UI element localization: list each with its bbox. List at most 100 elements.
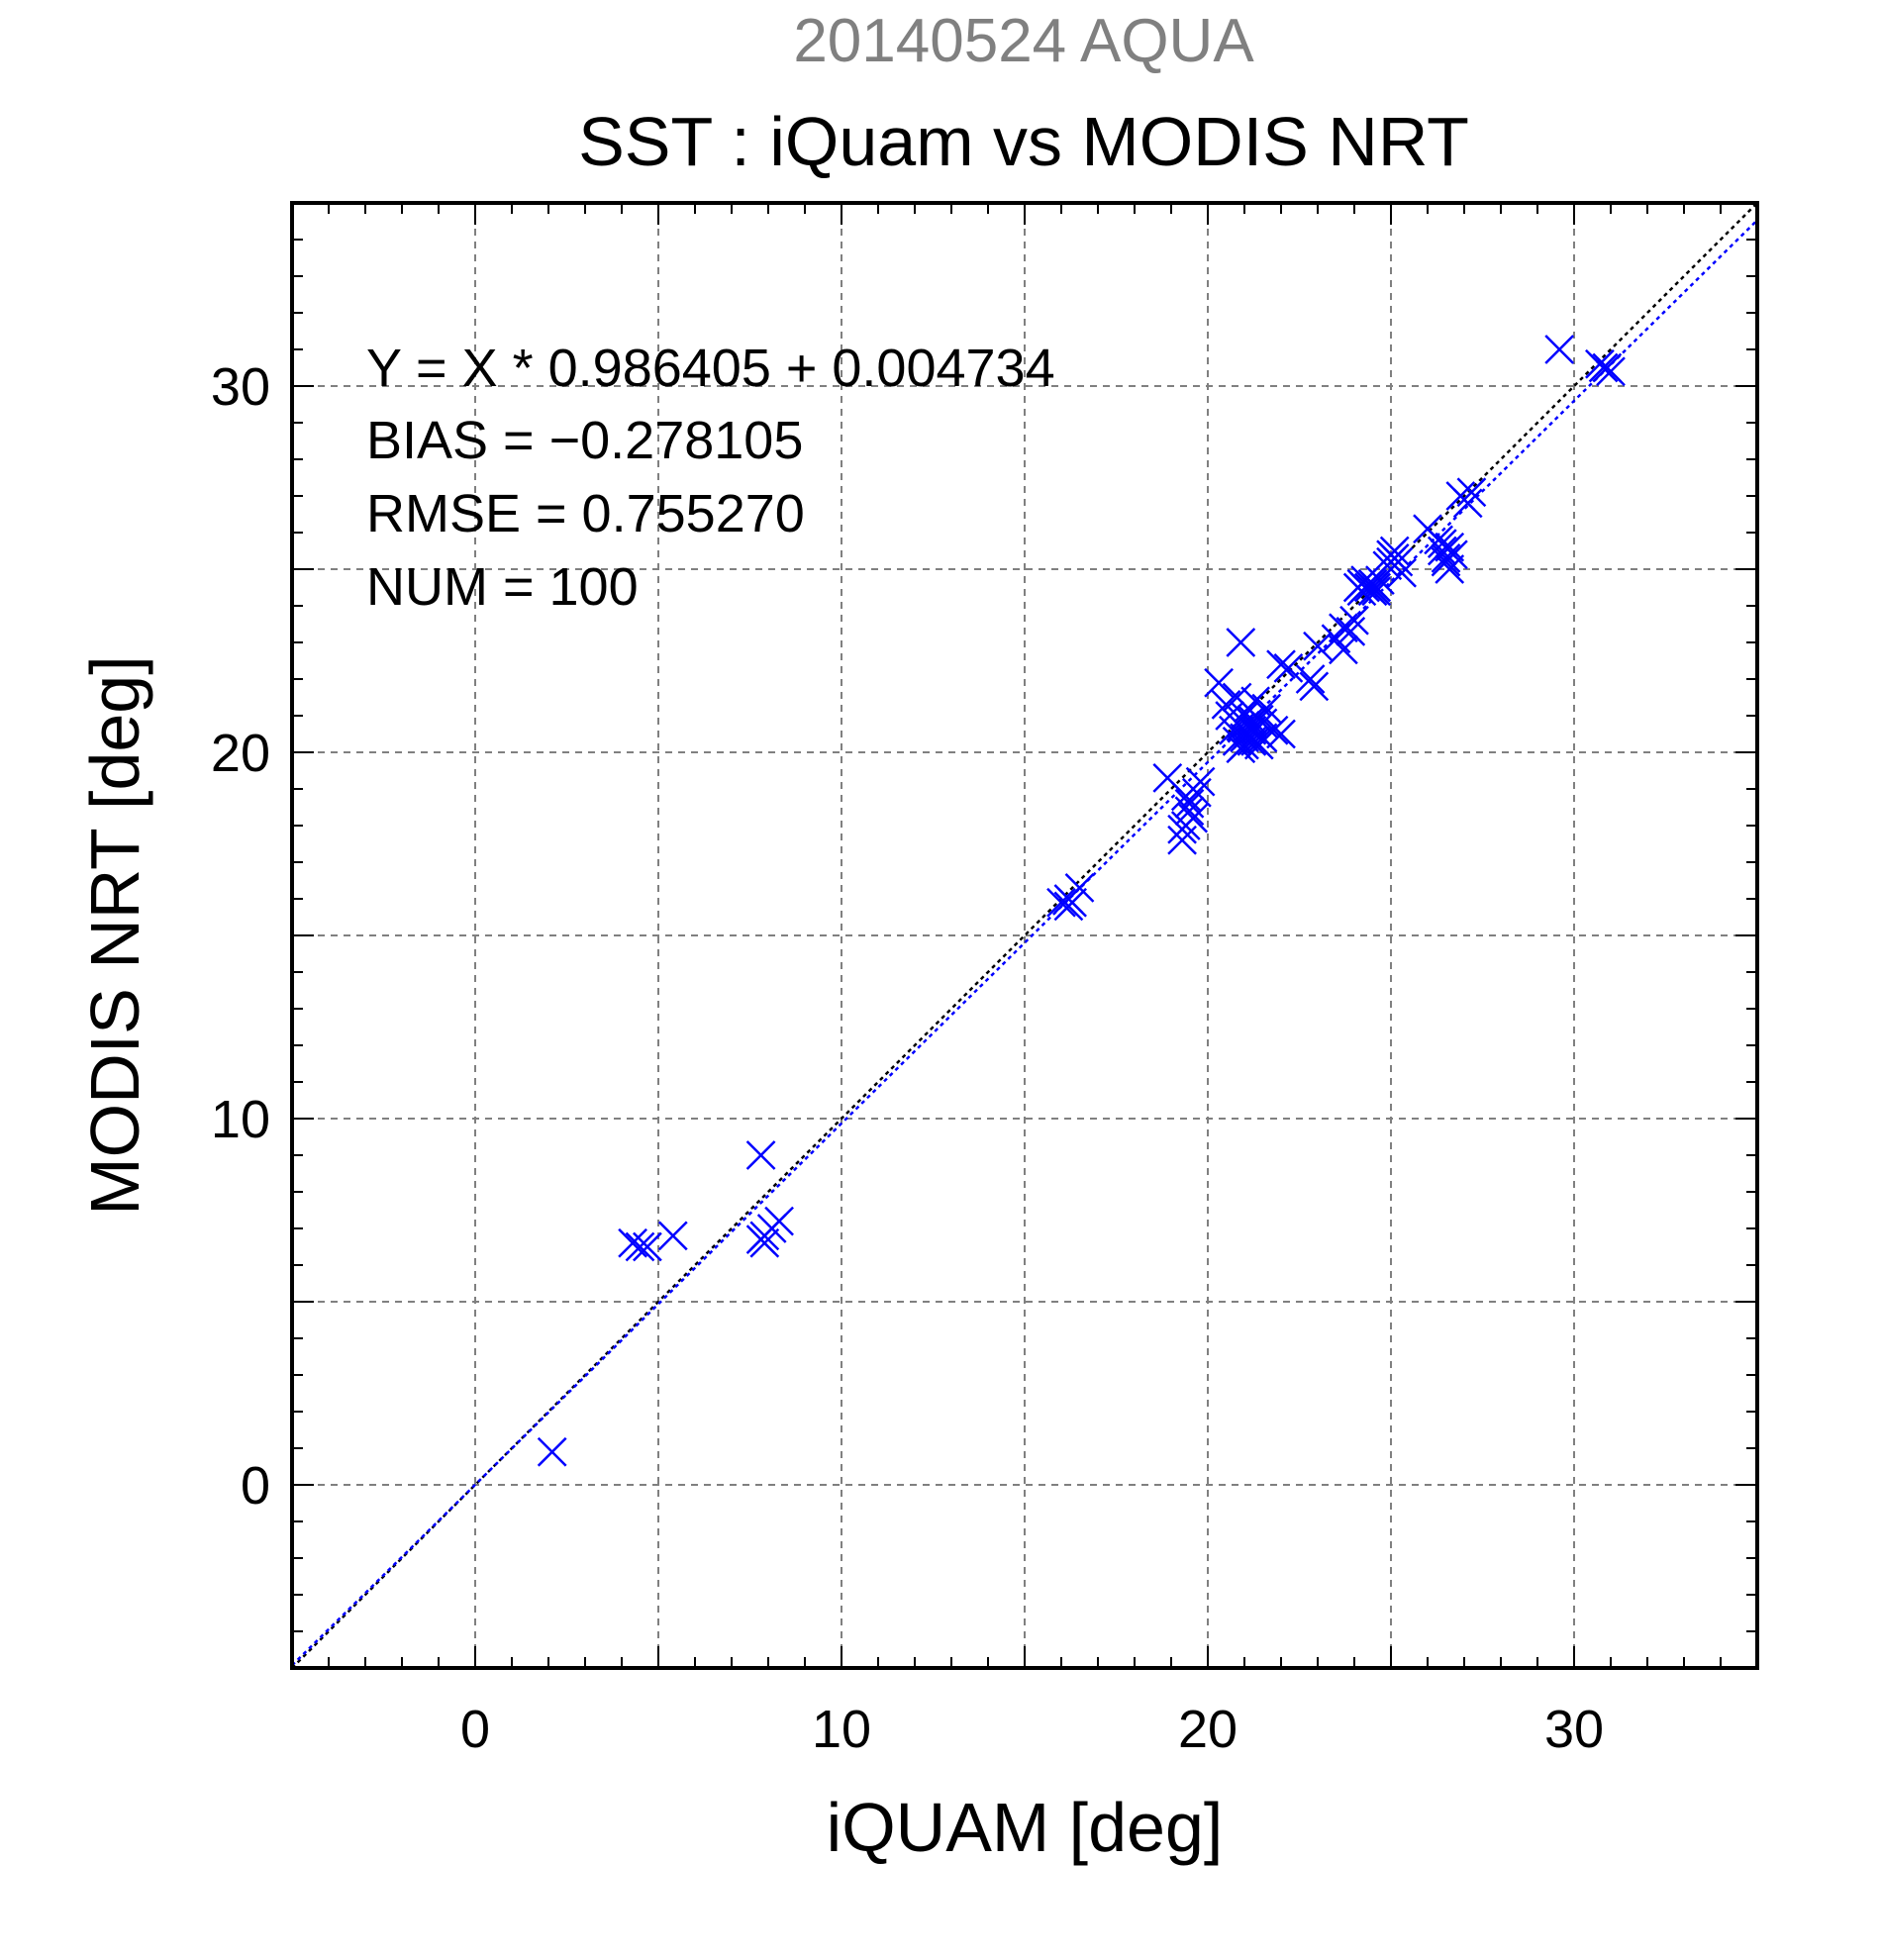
- data-point-stroke: [1456, 477, 1487, 508]
- data-point-stroke: [1152, 763, 1183, 793]
- data-point-stroke: [1431, 543, 1461, 573]
- identity-line: [292, 203, 1757, 1668]
- data-point-stroke: [1336, 617, 1366, 646]
- data-point-stroke: [1427, 536, 1457, 566]
- data-point: [749, 1221, 780, 1251]
- data-point: [745, 1140, 776, 1170]
- data-point: [1456, 477, 1487, 508]
- data-point: [1299, 671, 1330, 702]
- data-point: [1596, 356, 1626, 387]
- plot-frame: [290, 201, 1759, 1670]
- chart-title: SST : iQuam vs MODIS NRT: [578, 103, 1469, 180]
- y-tick-label: 0: [241, 1456, 270, 1516]
- data-point: [1053, 884, 1084, 914]
- data-point: [1452, 488, 1483, 519]
- data-point-stroke: [1237, 715, 1267, 745]
- stats-count: NUM = 100: [366, 557, 639, 617]
- data-point: [1427, 529, 1457, 558]
- data-point: [1046, 887, 1076, 918]
- data-point: [1266, 719, 1296, 749]
- data-point-stroke: [1329, 635, 1358, 665]
- data-point-stroke: [1174, 788, 1205, 819]
- data-point-stroke: [745, 1140, 776, 1170]
- x-tick-label: 0: [460, 1700, 490, 1759]
- data-point: [1237, 715, 1267, 745]
- data-point-stroke: [1226, 628, 1256, 657]
- data-point: [633, 1231, 662, 1262]
- data-point-stroke: [625, 1231, 655, 1262]
- data-point: [1339, 605, 1369, 636]
- data-point: [625, 1231, 655, 1262]
- data-point-stroke: [1185, 766, 1216, 797]
- data-point-stroke: [1435, 532, 1465, 562]
- x-tick-label: 20: [1178, 1700, 1238, 1759]
- data-point-stroke: [1204, 667, 1234, 698]
- tick-labels: 0 10 20 30 0 10 20 30: [211, 357, 1604, 1759]
- data-point: [1273, 653, 1304, 683]
- x-tick-label: 10: [812, 1700, 871, 1759]
- y-tick-label: 20: [211, 724, 270, 783]
- data-point: [1226, 734, 1256, 764]
- data-point-stroke: [1376, 546, 1406, 577]
- data-points: [537, 335, 1626, 1467]
- data-point-stroke: [633, 1231, 662, 1262]
- y-axis-label: MODIS NRT [deg]: [76, 655, 153, 1215]
- data-point-stroke: [1427, 529, 1457, 558]
- data-point-stroke: [1240, 727, 1270, 756]
- data-point: [1588, 352, 1619, 383]
- data-point-stroke: [749, 1221, 780, 1251]
- data-point: [1376, 546, 1406, 577]
- y-tick-label: 10: [211, 1090, 270, 1149]
- data-point: [1544, 335, 1575, 364]
- data-point-stroke: [1303, 631, 1333, 661]
- data-point-stroke: [1544, 335, 1575, 364]
- data-point-stroke: [537, 1436, 567, 1467]
- data-point-stroke: [1170, 811, 1201, 840]
- data-point-stroke: [1596, 356, 1626, 387]
- x-tick-label: 30: [1544, 1700, 1604, 1759]
- data-point: [749, 1227, 780, 1258]
- data-point: [1336, 617, 1366, 646]
- data-point: [1379, 536, 1410, 566]
- data-point: [1240, 727, 1270, 756]
- data-point-stroke: [1361, 572, 1392, 603]
- data-point: [1329, 635, 1358, 665]
- data-point: [1204, 667, 1234, 698]
- data-point-stroke: [1053, 884, 1084, 914]
- data-point: [1435, 532, 1465, 562]
- data-point: [1226, 628, 1256, 657]
- data-point: [1295, 664, 1326, 694]
- data-point-stroke: [1339, 605, 1369, 636]
- data-point-stroke: [1361, 576, 1392, 607]
- data-point-stroke: [1588, 352, 1619, 383]
- data-point-stroke: [1266, 719, 1296, 749]
- data-point: [657, 1221, 688, 1251]
- stats-equation: Y = X * 0.986405 + 0.004734: [366, 339, 1055, 398]
- data-point-stroke: [1273, 653, 1304, 683]
- data-point-stroke: [1452, 488, 1483, 519]
- data-point: [1361, 576, 1392, 607]
- fit-line: [292, 219, 1757, 1667]
- data-point-stroke: [749, 1227, 780, 1258]
- regression-lines: [292, 203, 1757, 1668]
- data-point-stroke: [1379, 536, 1410, 566]
- data-point-stroke: [1295, 664, 1326, 694]
- data-point-stroke: [1350, 572, 1380, 603]
- x-axis-label: iQUAM [deg]: [827, 1789, 1224, 1866]
- data-point-stroke: [1240, 686, 1270, 717]
- data-point: [1350, 572, 1380, 603]
- data-point-stroke: [1226, 734, 1256, 764]
- data-point: [1266, 649, 1296, 680]
- stats-bias: BIAS = −0.278105: [366, 411, 803, 470]
- stats-rmse: RMSE = 0.755270: [366, 484, 805, 543]
- data-point: [1427, 536, 1457, 566]
- data-point: [1170, 811, 1201, 840]
- data-point: [1361, 572, 1392, 603]
- data-point-stroke: [1266, 649, 1296, 680]
- y-tick-label: 30: [211, 357, 270, 417]
- chart-subtitle: 20140524 AQUA: [793, 7, 1254, 75]
- data-point-stroke: [1299, 671, 1330, 702]
- data-point: [537, 1436, 567, 1467]
